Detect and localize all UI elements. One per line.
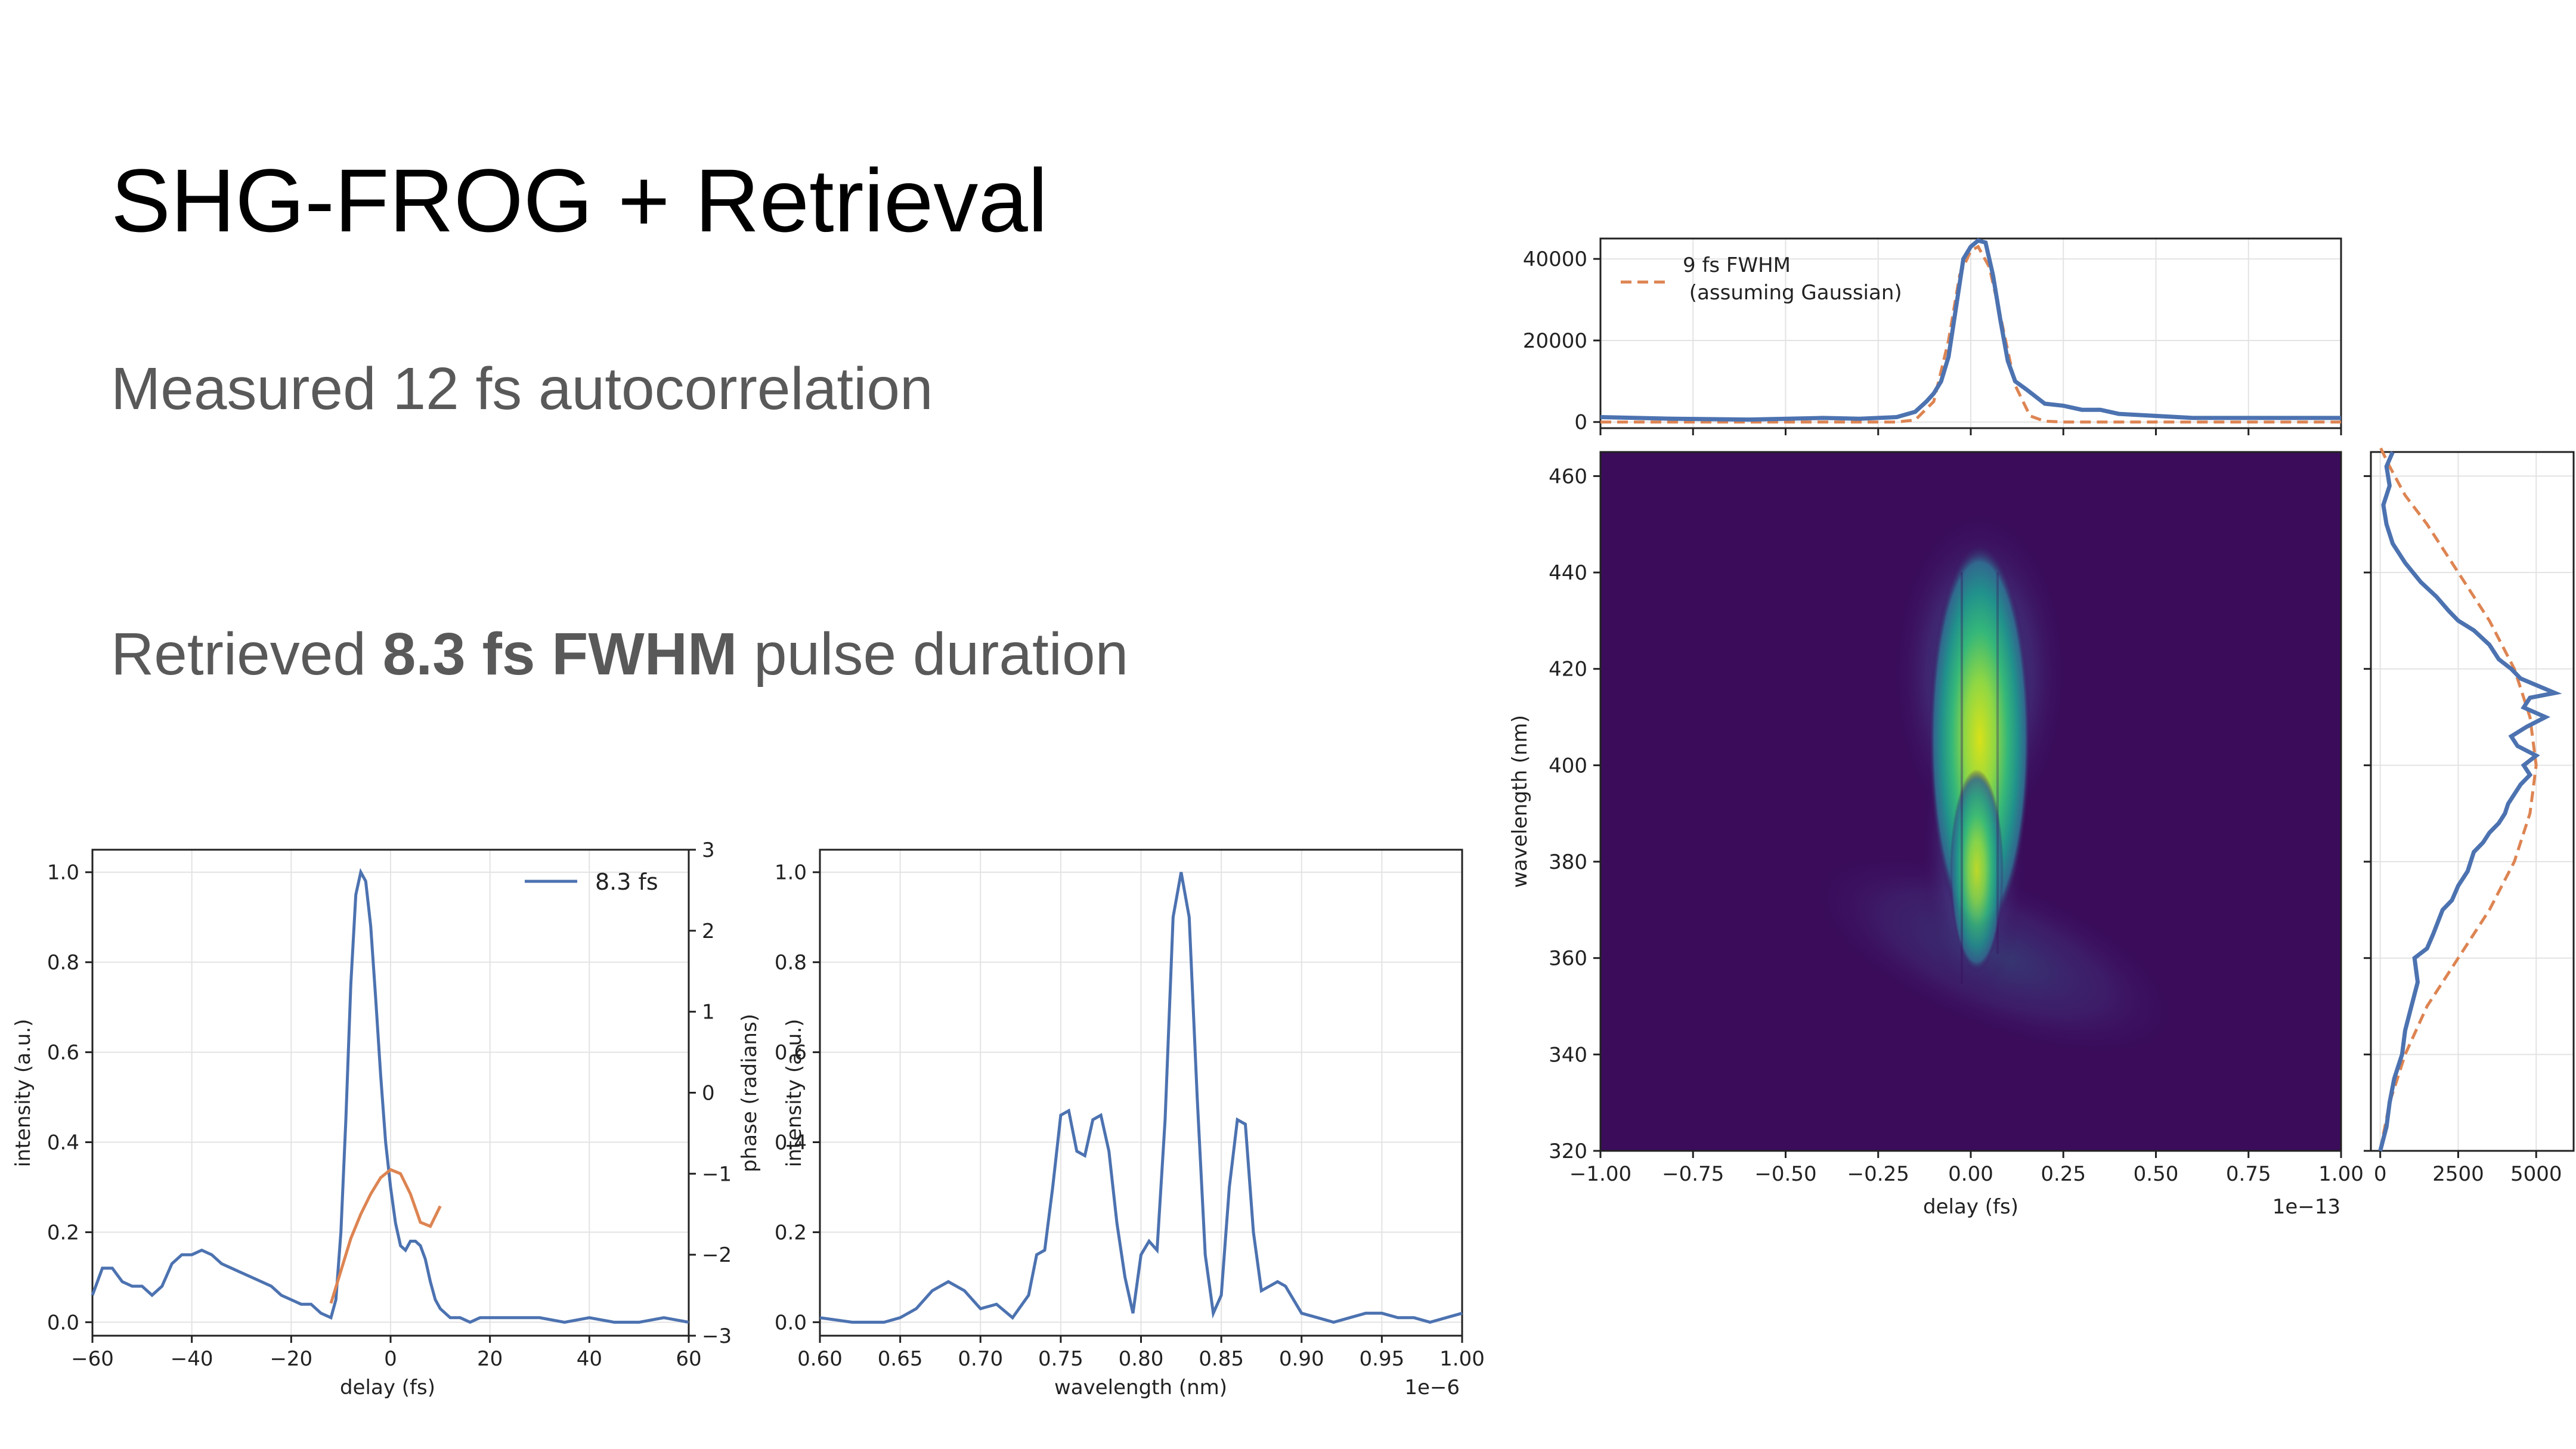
frog-offset-text: 1e−13 bbox=[2272, 1195, 2340, 1219]
temporal-ytick-label: 0.6 bbox=[47, 1041, 79, 1065]
frog-xtick-label: −0.50 bbox=[1754, 1162, 1816, 1186]
frog-xtick-label: 0.75 bbox=[2226, 1162, 2271, 1186]
frog-xtick-label: 0.50 bbox=[2134, 1162, 2179, 1186]
temporal-xtick-label: 60 bbox=[676, 1347, 701, 1371]
temporal-y2-ytick-label: 2 bbox=[702, 919, 715, 943]
spectrum-ytick-label: 0.4 bbox=[775, 1131, 807, 1155]
frog-xtick-label: 0.25 bbox=[2041, 1162, 2086, 1186]
frog-ytick-label: 400 bbox=[1549, 754, 1587, 778]
frog-xtick-label: −1.00 bbox=[1569, 1162, 1631, 1186]
frog-heatmap-image bbox=[1804, 507, 2185, 1059]
spectrum-ylabel: intensity (a.u.) bbox=[782, 1019, 806, 1168]
temporal-chart: −60 −40 −20 0 20 40 600.00.20.40.60.81.0−3−2−1… bbox=[11, 838, 761, 1400]
frog-ytick-label: 320 bbox=[1549, 1140, 1587, 1163]
frog-xlabel: delay (fs) bbox=[1923, 1195, 2018, 1219]
temporal-y2-ytick-label: 1 bbox=[702, 1001, 715, 1024]
spectrum-xtick-label: 0.60 bbox=[797, 1347, 843, 1371]
temporal-xtick-label: 40 bbox=[577, 1347, 602, 1371]
spectrum-xtick-label: 0.80 bbox=[1119, 1347, 1164, 1371]
spectrum-xtick-label: 0.75 bbox=[1038, 1347, 1083, 1371]
frog-ytick-label: 380 bbox=[1549, 850, 1587, 874]
temporal-ytick-label: 0.2 bbox=[47, 1221, 79, 1244]
frog-ytick-label: 460 bbox=[1549, 465, 1587, 488]
frog-right-marginal-chart: 0 2500 5000 bbox=[2364, 446, 2575, 1186]
temporal-xtick-label: 20 bbox=[477, 1347, 503, 1371]
temporal-ylabel2: phase (radians) bbox=[738, 1014, 761, 1172]
temporal-xtick-label: −40 bbox=[171, 1347, 213, 1371]
top-marginal-legend-label: 9 fs FWHM (assuming Gaussian) bbox=[1683, 253, 1902, 305]
spectrum-xlabel: wavelength (nm) bbox=[1054, 1376, 1227, 1400]
temporal-ytick-label: 0.8 bbox=[47, 951, 79, 975]
spectrum-offset-text: 1e−6 bbox=[1404, 1376, 1460, 1400]
temporal-legend-label: 8.3 fs bbox=[595, 869, 658, 895]
spectrum-xtick-label: 1.00 bbox=[1439, 1347, 1485, 1371]
temporal-intensity-line bbox=[91, 868, 689, 1324]
spectrum-ytick-label: 0.8 bbox=[775, 951, 807, 975]
spectrum-ytick-label: 0.6 bbox=[775, 1041, 807, 1065]
spectrum-ytick-label: 0.2 bbox=[775, 1221, 807, 1244]
right-marginal-xtick-label: 2500 bbox=[2432, 1162, 2484, 1186]
spectrum-line bbox=[819, 872, 1463, 1324]
temporal-xtick-label: −20 bbox=[270, 1347, 312, 1371]
right-marginal-xtick-label: 0 bbox=[2374, 1162, 2387, 1186]
frog-ytick-label: 360 bbox=[1549, 947, 1587, 971]
temporal-y2-ytick-label: 3 bbox=[702, 838, 715, 862]
temporal-xtick-label: 0 bbox=[384, 1347, 397, 1371]
autocorrelation-note: Measured 12 fs autocorrelation bbox=[111, 355, 933, 422]
top-marginal-gaussian-line bbox=[1600, 244, 2341, 424]
legend-line-2: (assuming Gaussian) bbox=[1683, 281, 1902, 305]
spectrum-ytick-label: 1.0 bbox=[775, 861, 807, 885]
slide-title: SHG-FROG + Retrieval bbox=[111, 150, 1048, 250]
retrieval-suffix: pulse duration bbox=[737, 621, 1129, 688]
temporal-ytick-label: 1.0 bbox=[47, 861, 79, 885]
frog-xtick-label: 0.00 bbox=[1948, 1162, 1993, 1186]
temporal-phase-line bbox=[329, 1168, 442, 1304]
spectrum-chart: 0.60 0.65 0.70 0.75 0.80 0.85 0.90 0.95 1.00 0.0 0… bbox=[775, 849, 1485, 1400]
temporal-xlabel: delay (fs) bbox=[340, 1376, 435, 1400]
spectrum-xtick-label: 0.70 bbox=[958, 1347, 1003, 1371]
top-marginal-ytick-label: 20000 bbox=[1523, 329, 1587, 353]
spectrum-xtick-label: 0.95 bbox=[1360, 1347, 1405, 1371]
spectrum-xtick-label: 0.85 bbox=[1199, 1347, 1244, 1371]
temporal-y2-ytick-label: −2 bbox=[702, 1243, 732, 1267]
frog-ytick-label: 420 bbox=[1549, 658, 1587, 682]
temporal-ytick-label: 0.0 bbox=[47, 1311, 79, 1335]
frog-ytick-label: 440 bbox=[1549, 561, 1587, 585]
frog-xtick-label: −0.25 bbox=[1847, 1162, 1909, 1186]
top-marginal-ytick-label: 40000 bbox=[1523, 247, 1587, 271]
spectrum-xtick-label: 0.90 bbox=[1279, 1347, 1324, 1371]
temporal-xtick-label: −60 bbox=[71, 1347, 114, 1371]
top-marginal-ytick-label: 0 bbox=[1574, 411, 1587, 435]
right-marginal-measured-line bbox=[2378, 451, 2562, 1151]
temporal-y2-ytick-label: −3 bbox=[702, 1324, 732, 1348]
frog-xtick-label: −0.75 bbox=[1662, 1162, 1724, 1186]
retrieval-duration: 8.3 fs FWHM bbox=[382, 621, 738, 688]
temporal-ylabel: intensity (a.u.) bbox=[11, 1019, 35, 1168]
spectrum-ytick-label: 0.0 bbox=[775, 1311, 807, 1335]
right-marginal-gaussian-line bbox=[2379, 446, 2538, 1151]
frog-ylabel: wavelength (nm) bbox=[1508, 715, 1532, 888]
right-marginal-frame bbox=[2370, 451, 2575, 1152]
frog-trace-chart: −1.00 −0.75 −0.50 −0.25 0.00 0.25 0.50 0.75 1.00… bbox=[1508, 451, 2364, 1219]
temporal-y2-ytick-label: 0 bbox=[702, 1082, 715, 1106]
temporal-ytick-label: 0.4 bbox=[47, 1131, 79, 1155]
retrieval-prefix: Retrieved bbox=[111, 621, 383, 688]
retrieval-note: Retrieved 8.3 fs FWHM pulse duration bbox=[111, 620, 1128, 689]
frog-ytick-label: 340 bbox=[1549, 1043, 1587, 1067]
spectrum-xtick-label: 0.65 bbox=[878, 1347, 923, 1371]
top-marginal-measured-line bbox=[1600, 238, 2341, 422]
right-marginal-xtick-label: 5000 bbox=[2510, 1162, 2562, 1186]
temporal-y2-ytick-label: −1 bbox=[702, 1162, 732, 1186]
frog-top-marginal-chart: 0 20000 40000 9 fs FWHM (assuming Gaussian… bbox=[1523, 237, 2342, 435]
legend-line-1: 9 fs FWHM bbox=[1683, 253, 1791, 277]
frog-xtick-label: 1.00 bbox=[2318, 1162, 2364, 1186]
